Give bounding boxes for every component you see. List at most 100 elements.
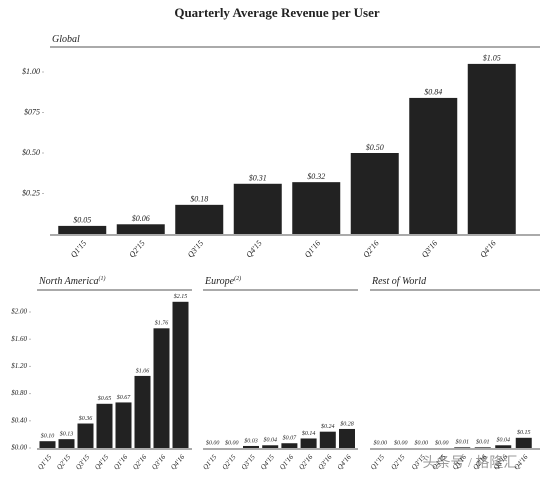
value-label: $0.03 xyxy=(244,437,258,444)
y-tick-label: $0.25 xyxy=(22,188,40,197)
x-tick-label: Q3'16 xyxy=(150,453,167,472)
value-label: $0.84 xyxy=(424,88,442,97)
bar xyxy=(172,301,189,448)
bar xyxy=(115,402,132,448)
x-tick-label: Q4'16 xyxy=(336,453,353,472)
y-tick-label: $1.00 xyxy=(22,67,40,76)
x-tick-label: Q2'15 xyxy=(389,453,406,472)
bar xyxy=(300,438,317,448)
value-label: $0.00 xyxy=(435,439,449,446)
x-tick-label: Q4'16 xyxy=(169,453,186,472)
bar xyxy=(474,447,491,448)
value-label: $0.65 xyxy=(98,395,112,402)
value-label: $1.06 xyxy=(136,367,150,374)
bar xyxy=(58,225,107,234)
bar xyxy=(175,204,224,234)
bar xyxy=(495,445,512,448)
value-label: $0.36 xyxy=(79,415,93,422)
x-tick-label: Q3'16 xyxy=(420,239,439,260)
x-tick-label: Q2'16 xyxy=(297,453,314,472)
bar xyxy=(292,182,341,234)
x-tick-label: Q4'15 xyxy=(93,453,110,472)
value-label: $0.18 xyxy=(190,195,208,204)
page-title: Quarterly Average Revenue per User xyxy=(174,5,380,20)
x-tick-label: Q2'16 xyxy=(131,453,148,472)
panel-title-text: Global xyxy=(52,34,80,45)
panel-title-text: Europe xyxy=(204,276,235,287)
x-tick-label: Q2'15 xyxy=(55,453,72,472)
bar xyxy=(39,441,56,448)
x-tick-label: Q3'15 xyxy=(186,239,205,260)
x-tick-label: Q3'15 xyxy=(74,453,91,472)
panel-title: North America(1) xyxy=(38,275,106,287)
x-tick-label: Q1'15 xyxy=(69,239,88,260)
value-label: $0.31 xyxy=(249,174,267,183)
value-label: $0.05 xyxy=(73,216,91,225)
value-label: $0.00 xyxy=(374,439,388,446)
bar xyxy=(454,447,471,448)
x-tick-label: Q1'16 xyxy=(112,453,129,472)
x-tick-label: Q2'15 xyxy=(220,453,237,472)
value-label: $0.24 xyxy=(321,423,335,430)
value-label: $0.00 xyxy=(415,439,429,446)
bar xyxy=(243,445,259,448)
x-tick-label: Q1'15 xyxy=(369,453,386,472)
value-label: $0.00 xyxy=(394,439,408,446)
panel-title-note: (1) xyxy=(99,275,106,282)
value-label: $0.13 xyxy=(60,431,74,438)
x-tick-label: Q4'15 xyxy=(244,239,263,260)
value-label: $0.04 xyxy=(497,437,511,444)
x-tick-label: Q3'15 xyxy=(240,453,257,472)
bar xyxy=(350,153,399,234)
bar xyxy=(153,328,170,448)
watermark: 头条号 / 格隆汇 xyxy=(423,454,518,471)
value-label: $0.01 xyxy=(476,439,490,446)
value-label: $1.76 xyxy=(155,320,169,327)
y-tick-label: $075 xyxy=(24,107,40,116)
y-tick-label: $0.00 xyxy=(11,444,27,452)
bar xyxy=(281,443,298,448)
bar xyxy=(58,439,75,448)
x-tick-label: Q2'15 xyxy=(127,239,146,260)
x-tick-label: Q3'16 xyxy=(316,453,333,472)
y-tick-label: $0.80 xyxy=(11,389,27,397)
bar xyxy=(134,375,151,448)
value-label: $0.67 xyxy=(117,394,132,401)
value-label: $0.07 xyxy=(283,435,298,442)
x-tick-label: Q2'16 xyxy=(361,239,380,260)
x-tick-label: Q1'16 xyxy=(278,453,295,472)
value-label: $0.01 xyxy=(456,439,470,446)
bar xyxy=(77,423,94,448)
value-label: $0.50 xyxy=(366,143,384,152)
panel-title: Europe(2) xyxy=(204,275,241,287)
x-tick-label: Q1'16 xyxy=(303,239,322,260)
value-label: $0.32 xyxy=(307,172,325,181)
value-label: $0.15 xyxy=(517,429,531,436)
x-tick-label: Q1'15 xyxy=(36,453,53,472)
x-tick-label: Q4'16 xyxy=(478,239,497,260)
value-label: $0.06 xyxy=(132,214,150,223)
value-label: $0.00 xyxy=(225,439,239,446)
bar xyxy=(319,431,336,448)
panel-title-note: (2) xyxy=(234,275,241,282)
value-label: $0.28 xyxy=(340,420,354,427)
panel-title: Rest of World xyxy=(371,276,427,287)
y-tick-label: $1.20 xyxy=(11,362,27,370)
bar xyxy=(233,183,282,234)
panel-title: Global xyxy=(52,34,80,45)
bar xyxy=(262,445,279,448)
y-tick-label: $2.00 xyxy=(11,308,27,316)
y-tick-label: $1.60 xyxy=(11,335,27,343)
value-label: $0.14 xyxy=(302,430,316,437)
bar xyxy=(339,428,355,448)
value-label: $1.05 xyxy=(483,54,501,63)
bar xyxy=(409,97,458,234)
x-tick-label: Q1'15 xyxy=(201,453,218,472)
value-label: $0.04 xyxy=(263,437,277,444)
value-label: $0.10 xyxy=(41,433,55,440)
x-tick-label: Q4'15 xyxy=(259,453,276,472)
panel-title-text: Rest of World xyxy=(371,276,427,287)
y-tick-label: $0.40 xyxy=(11,416,27,424)
bar xyxy=(116,224,165,234)
